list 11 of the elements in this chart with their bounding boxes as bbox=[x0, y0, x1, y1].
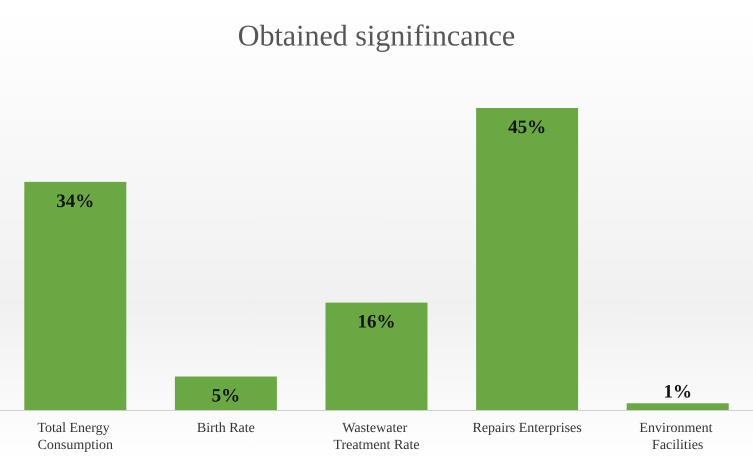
x-tick-label: Repairs Enterprises bbox=[472, 421, 582, 436]
data-label: 1% bbox=[663, 381, 692, 402]
chart-title: Obtained signifincance bbox=[238, 20, 516, 52]
data-label: 5% bbox=[212, 385, 240, 406]
x-tick-label: Total Energy Consumption bbox=[37, 421, 114, 453]
data-label: 16% bbox=[358, 312, 396, 333]
x-tick-label: Wastewater Treatment Rate bbox=[333, 421, 420, 453]
data-label: 34% bbox=[56, 190, 94, 212]
x-tick-label: Birth Rate bbox=[196, 421, 255, 436]
data-label: 45% bbox=[508, 117, 546, 138]
x-tick-label: Environment Facilities bbox=[639, 421, 716, 453]
